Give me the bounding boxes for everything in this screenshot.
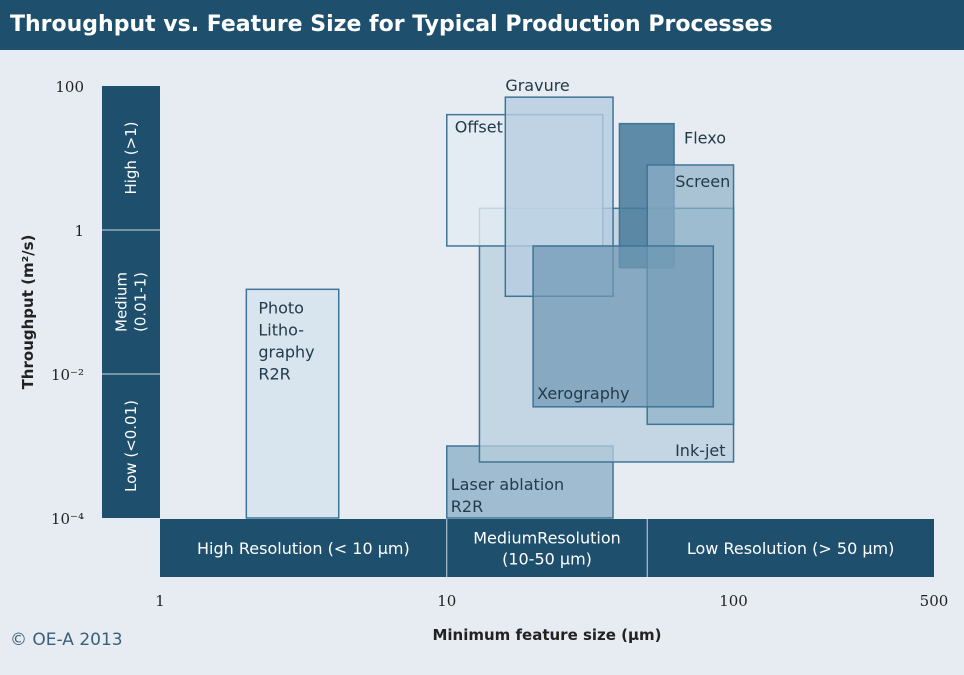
throughput-band-1: High (>1) bbox=[122, 121, 140, 194]
process-label-photo-lithography-r2r: R2R bbox=[258, 364, 290, 383]
resolution-band-label: High Resolution (< 10 µm) bbox=[197, 539, 410, 558]
process-label-photo-lithography-r2r: graphy bbox=[258, 342, 314, 361]
process-label-laser-ablation-r2r: Laser ablation bbox=[451, 475, 564, 494]
resolution-band-label: (10-50 µm) bbox=[502, 550, 592, 569]
throughput-band-label: (0.01-1) bbox=[132, 272, 150, 332]
throughput-band-column bbox=[102, 86, 160, 518]
process-label-xerography: Xerography bbox=[537, 384, 629, 403]
y-tick-label: 10⁻² bbox=[51, 366, 84, 384]
throughput-band-label: High (>1) bbox=[122, 121, 140, 194]
resolution-band-label: MediumResolution bbox=[473, 529, 621, 548]
process-label-offset: Offset bbox=[455, 118, 503, 137]
y-tick-label: 100 bbox=[55, 78, 84, 96]
copyright-note: © OE-A 2013 bbox=[10, 630, 123, 650]
process-label-screen: Screen bbox=[675, 172, 730, 191]
chart-title: Throughput vs. Feature Size for Typical … bbox=[0, 0, 964, 50]
x-tick-label: 1 bbox=[155, 592, 165, 610]
x-tick-label: 500 bbox=[920, 592, 949, 610]
process-box-xerography bbox=[532, 245, 715, 408]
throughput-band-label: Low (<0.01) bbox=[122, 400, 140, 492]
y-tick-label: 10⁻⁴ bbox=[51, 510, 84, 528]
x-tick-label: 10 bbox=[437, 592, 456, 610]
throughput-band-2: Medium (0.01-1) bbox=[113, 272, 150, 332]
x-axis-label: Minimum feature size (µm) bbox=[432, 626, 661, 644]
resolution-band-label: Low Resolution (> 50 µm) bbox=[687, 539, 894, 558]
throughput-band-label: Medium bbox=[113, 272, 131, 332]
process-label-photo-lithography-r2r: Litho- bbox=[258, 320, 304, 339]
process-label-ink-jet: Ink-jet bbox=[675, 441, 725, 460]
process-label-flexo: Flexo bbox=[684, 129, 726, 148]
process-box-photo-lithography-r2r bbox=[245, 288, 340, 519]
x-tick-label: 100 bbox=[719, 592, 748, 610]
y-axis-label-group: Throughput (m²/s) bbox=[19, 235, 37, 390]
process-label-gravure: Gravure bbox=[505, 76, 569, 95]
throughput-band-3: Low (<0.01) bbox=[122, 400, 140, 492]
process-label-photo-lithography-r2r: Photo bbox=[258, 298, 304, 317]
resolution-band-row bbox=[160, 519, 934, 577]
process-label-laser-ablation-r2r: R2R bbox=[451, 497, 483, 516]
y-tick-label: 1 bbox=[74, 222, 84, 240]
y-axis-label: Throughput (m²/s) bbox=[19, 235, 37, 390]
